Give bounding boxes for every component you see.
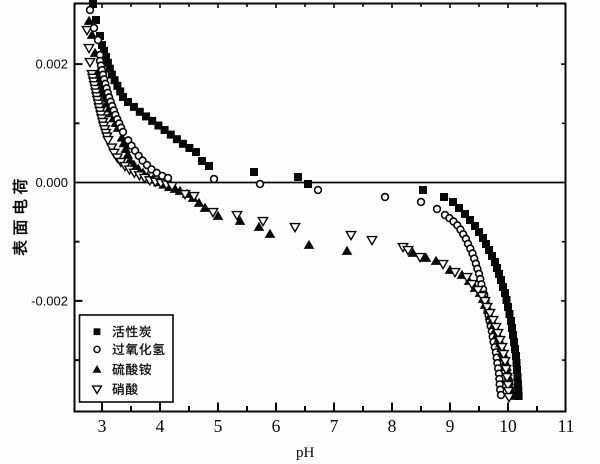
svg-text:4: 4 [156,416,165,436]
svg-text:10: 10 [499,416,517,436]
svg-text:7: 7 [330,416,339,436]
svg-text:9: 9 [446,416,455,436]
svg-text:11: 11 [558,416,575,436]
svg-text:3: 3 [98,416,107,436]
svg-text:-0.002: -0.002 [31,294,68,309]
svg-text:pH: pH [296,445,315,461]
svg-text:5: 5 [214,416,223,436]
svg-text:0.000: 0.000 [35,175,68,190]
svg-text:0.002: 0.002 [35,57,68,72]
svg-text:8: 8 [388,416,397,436]
svg-text:6: 6 [272,416,281,436]
